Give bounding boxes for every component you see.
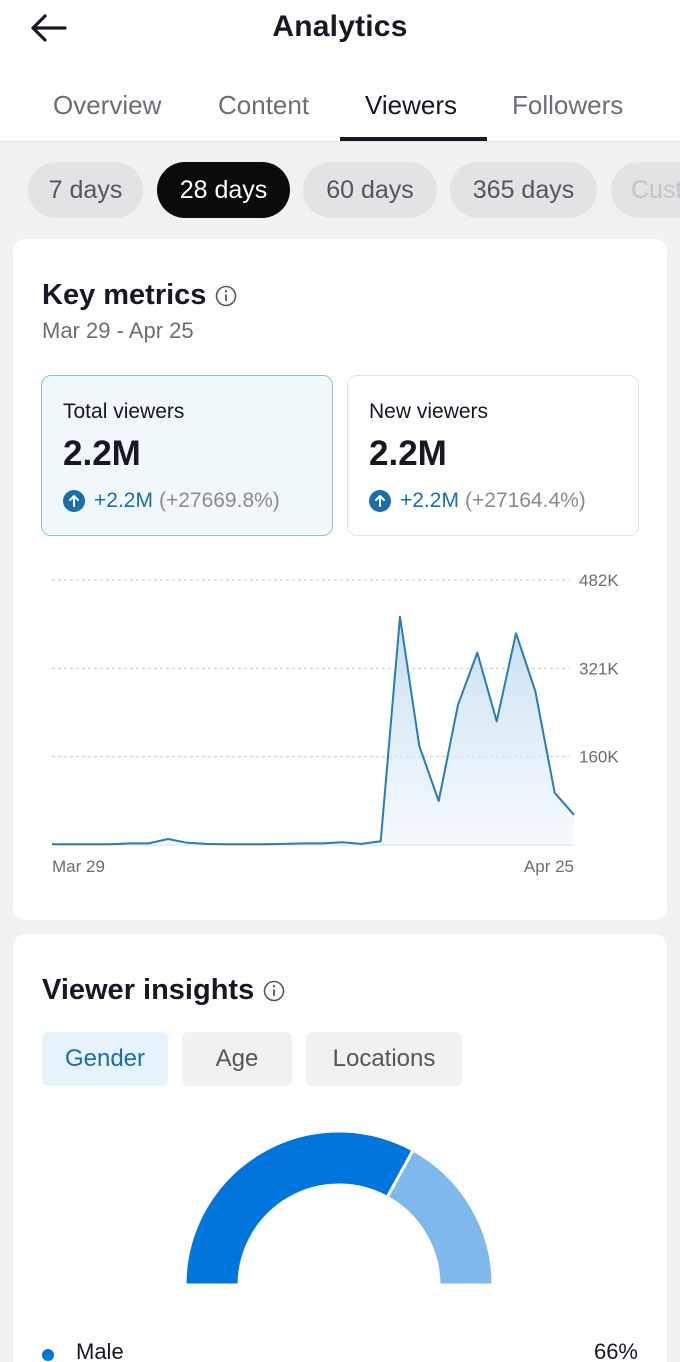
key-metrics-card: Key metrics Mar 29 - Apr 25 Total viewer…	[13, 239, 667, 920]
change-absolute: +2.2M	[94, 489, 153, 512]
metric-change: +2.2M (+27669.8%)	[63, 489, 280, 513]
top-bar: Analytics Overview Content Viewers Follo…	[0, 0, 680, 142]
y-tick-label: 160K	[579, 748, 619, 767]
tab-followers[interactable]: Followers	[512, 90, 624, 120]
back-button[interactable]	[26, 8, 70, 48]
range-chip-60-days[interactable]: 60 days	[303, 162, 437, 218]
date-range-chips: 7 days 28 days 60 days 365 days Custom	[0, 162, 680, 220]
metric-label: Total viewers	[63, 400, 185, 423]
tab-gender[interactable]: Gender	[42, 1032, 168, 1086]
viewer-insights-title: Viewer insights	[42, 974, 255, 1006]
change-percent: (+27669.8%)	[158, 489, 280, 512]
total-viewers-card[interactable]: Total viewers 2.2M +2.2M (+27669.8%)	[41, 375, 333, 536]
viewers-area-fill	[52, 616, 574, 845]
tab-content[interactable]: Content	[218, 90, 310, 120]
range-chip-7-days[interactable]: 7 days	[28, 162, 143, 218]
metric-value: 2.2M	[63, 434, 141, 473]
analytics-tabs: Overview Content Viewers Followers	[0, 84, 680, 142]
active-tab-indicator	[340, 137, 487, 141]
legend-row-male: Male 66%	[42, 1339, 638, 1362]
tab-age[interactable]: Age	[182, 1032, 292, 1086]
page-title: Analytics	[272, 10, 408, 43]
change-absolute: +2.2M	[400, 489, 459, 512]
arrow-up-circle-icon	[63, 490, 85, 512]
range-chip-28-days[interactable]: 28 days	[157, 162, 290, 218]
viewers-area-chart[interactable]: 160K 321K 482K Mar 29 Apr 25	[13, 565, 667, 885]
metric-value: 2.2M	[369, 434, 447, 473]
legend-dot-male	[42, 1349, 54, 1361]
legend-label: Male	[76, 1339, 124, 1362]
viewer-insights-card: Viewer insights Gender Age Locations Mal…	[13, 934, 667, 1362]
arrow-up-circle-icon	[369, 490, 391, 512]
viewers-series-line	[52, 615, 575, 846]
range-chip-365-days[interactable]: 365 days	[450, 162, 597, 218]
donut-segment-female[interactable]	[385, 1148, 495, 1287]
key-metrics-heading: Key metrics	[42, 279, 237, 312]
viewer-insights-heading: Viewer insights	[42, 974, 285, 1007]
x-tick-label-start: Mar 29	[52, 857, 105, 876]
range-chip-custom[interactable]: Custom	[611, 162, 680, 218]
tab-locations[interactable]: Locations	[306, 1032, 462, 1086]
metric-label: New viewers	[369, 400, 489, 423]
tab-overview[interactable]: Overview	[53, 90, 162, 120]
metric-change: +2.2M (+27164.4%)	[369, 489, 586, 513]
info-icon[interactable]	[215, 285, 237, 307]
change-percent: (+27164.4%)	[464, 489, 586, 512]
key-metrics-title: Key metrics	[42, 279, 207, 311]
new-viewers-card[interactable]: New viewers 2.2M +2.2M (+27164.4%)	[347, 375, 639, 536]
gender-donut-chart[interactable]	[183, 1132, 495, 1292]
x-tick-label-end: Apr 25	[524, 857, 574, 876]
info-icon[interactable]	[263, 980, 285, 1002]
arrow-left-icon	[31, 14, 67, 42]
tab-viewers[interactable]: Viewers	[365, 90, 458, 120]
y-tick-label: 482K	[579, 571, 619, 590]
donut-segment-male[interactable]	[183, 1132, 416, 1287]
date-range-label: Mar 29 - Apr 25	[42, 318, 194, 343]
legend-value: 66%	[593, 1339, 638, 1362]
y-tick-label: 321K	[579, 659, 619, 678]
